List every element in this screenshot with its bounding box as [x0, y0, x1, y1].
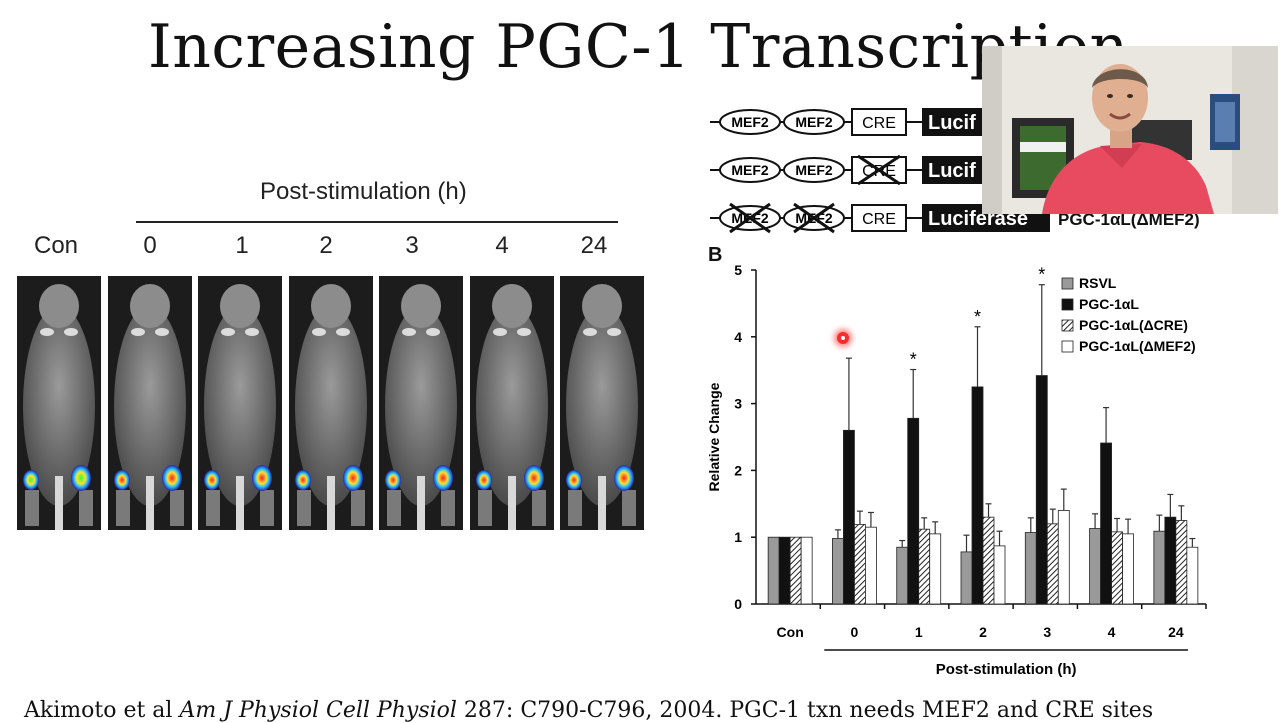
- mouse-image-2: [198, 276, 282, 530]
- bar: [1035, 375, 1048, 605]
- legend-swatch: [1061, 340, 1074, 353]
- bar: [843, 429, 855, 605]
- legend-label: PGC-1αL: [1079, 296, 1139, 312]
- bar: [1164, 516, 1177, 605]
- y-tick-label: 1: [734, 529, 742, 545]
- bar: [800, 536, 813, 605]
- timepoint-label-4: 4: [495, 232, 509, 259]
- bar: [767, 536, 780, 605]
- mouse-image-6: [560, 276, 644, 530]
- timepoint-label-3: 3: [405, 232, 419, 259]
- citation: Akimoto et al Am J Physiol Cell Physiol …: [24, 698, 1153, 723]
- y-tick-label: 4: [734, 329, 742, 345]
- mouse-image-4: [379, 276, 463, 530]
- bar: [1046, 523, 1059, 605]
- luciferase-label: Lucif: [928, 112, 976, 134]
- timepoint-label-con: Con: [33, 232, 79, 259]
- significance-star: *: [910, 350, 917, 370]
- construct-row-dmef2: MEF2 MEF2 CRE Luciferase PGC-1αL(ΔMEF2): [710, 202, 1230, 234]
- bar-chart: 0 1 2 3 4 5 Relative Change Con 0 1 * 2 * 3 * 4 24 Post-s…: [706, 262, 1207, 678]
- legend-swatch: [1061, 277, 1074, 290]
- timepoint-label-24: 24: [580, 232, 608, 259]
- bar: [971, 386, 984, 605]
- construct-row-wt: MEF2 MEF2 CRE Lucif: [710, 106, 990, 136]
- cre-site: [851, 204, 907, 232]
- mouse-image-3: [289, 276, 373, 530]
- significance-star: *: [1038, 265, 1045, 285]
- mef2-label: MEF2: [731, 162, 769, 178]
- legend-label: RSVL: [1079, 275, 1117, 291]
- significance-star: *: [974, 307, 981, 327]
- legend-label: PGC-1αL(ΔCRE): [1079, 317, 1188, 333]
- slide-title: Increasing PGC-1 Transcription: [148, 12, 1129, 82]
- bar: [1122, 533, 1134, 605]
- luciferase-label: Lucif: [928, 160, 976, 182]
- bar: [1100, 442, 1112, 605]
- y-tick-label: 5: [734, 262, 742, 278]
- webcam-overlay[interactable]: [982, 46, 1278, 214]
- speaker-shirt: [1042, 142, 1214, 214]
- y-tick-label: 2: [734, 462, 742, 478]
- legend-swatch: [1061, 319, 1074, 332]
- cre-label: CRE: [862, 115, 896, 132]
- bar: [907, 417, 920, 605]
- bar: [982, 516, 995, 605]
- x-tick-label: 24: [1168, 624, 1184, 640]
- figure-a-header: Post-stimulation (h): [260, 178, 467, 205]
- bar: [832, 538, 844, 605]
- x-tick-label: 0: [851, 624, 859, 640]
- laser-pointer-dot: [837, 332, 849, 344]
- bar: [1024, 532, 1037, 605]
- timepoint-label-1: 1: [235, 232, 249, 259]
- x-axis-label: Post-stimulation (h): [936, 661, 1077, 678]
- y-axis-label: Relative Change: [706, 382, 722, 491]
- bar: [896, 546, 909, 605]
- luciferase-block: [922, 156, 990, 184]
- bar: [929, 533, 942, 605]
- timepoint-label-2: 2: [319, 232, 333, 259]
- bar: [854, 524, 866, 605]
- bar: [1089, 528, 1101, 605]
- cre-label: CRE: [862, 211, 896, 228]
- bar: [778, 536, 791, 605]
- citation-details: 287: C790-C796, 2004. PGC-1 txn needs ME…: [456, 698, 1154, 723]
- mouse-image-1: [108, 276, 192, 530]
- mouse-image-0: [17, 276, 101, 530]
- y-tick-label: 3: [734, 396, 742, 412]
- citation-authors: Akimoto et al: [24, 698, 180, 723]
- bar: [993, 545, 1006, 605]
- luciferase-block: [922, 108, 990, 136]
- mouse-image-5: [470, 276, 554, 530]
- figure-a-header-rule: [136, 221, 618, 223]
- bar: [1057, 510, 1070, 605]
- bar: [865, 526, 877, 605]
- construct-row-dcre: MEF2 MEF2 CRE Lucif: [710, 154, 990, 186]
- x-tick-label: 3: [1043, 624, 1051, 640]
- timepoint-label-0: 0: [143, 232, 157, 259]
- cre-site: [851, 108, 907, 136]
- bar: [789, 536, 802, 605]
- bar: [960, 551, 973, 605]
- legend-swatch: [1061, 298, 1074, 311]
- bar: [1153, 530, 1166, 605]
- mef2-label: MEF2: [731, 114, 769, 130]
- panel-letter-b: B: [708, 244, 723, 266]
- y-tick-label: 0: [734, 596, 742, 612]
- x-tick-label: 2: [979, 624, 987, 640]
- bar: [1111, 531, 1123, 605]
- x-tick-label: 1: [915, 624, 923, 640]
- citation-journal: Am J Physiol Cell Physiol: [179, 698, 457, 723]
- bar: [918, 528, 931, 605]
- x-tick-label: Con: [777, 624, 804, 640]
- legend-label: PGC-1αL(ΔMEF2): [1079, 338, 1196, 354]
- bar: [1186, 546, 1199, 605]
- mef2-label: MEF2: [795, 114, 833, 130]
- construct-name: PGC-1αL(ΔMEF2): [1058, 210, 1200, 229]
- bar: [1175, 520, 1188, 605]
- speaker-face: [1092, 64, 1148, 132]
- x-tick-label: 4: [1108, 624, 1116, 640]
- mef2-label: MEF2: [795, 162, 833, 178]
